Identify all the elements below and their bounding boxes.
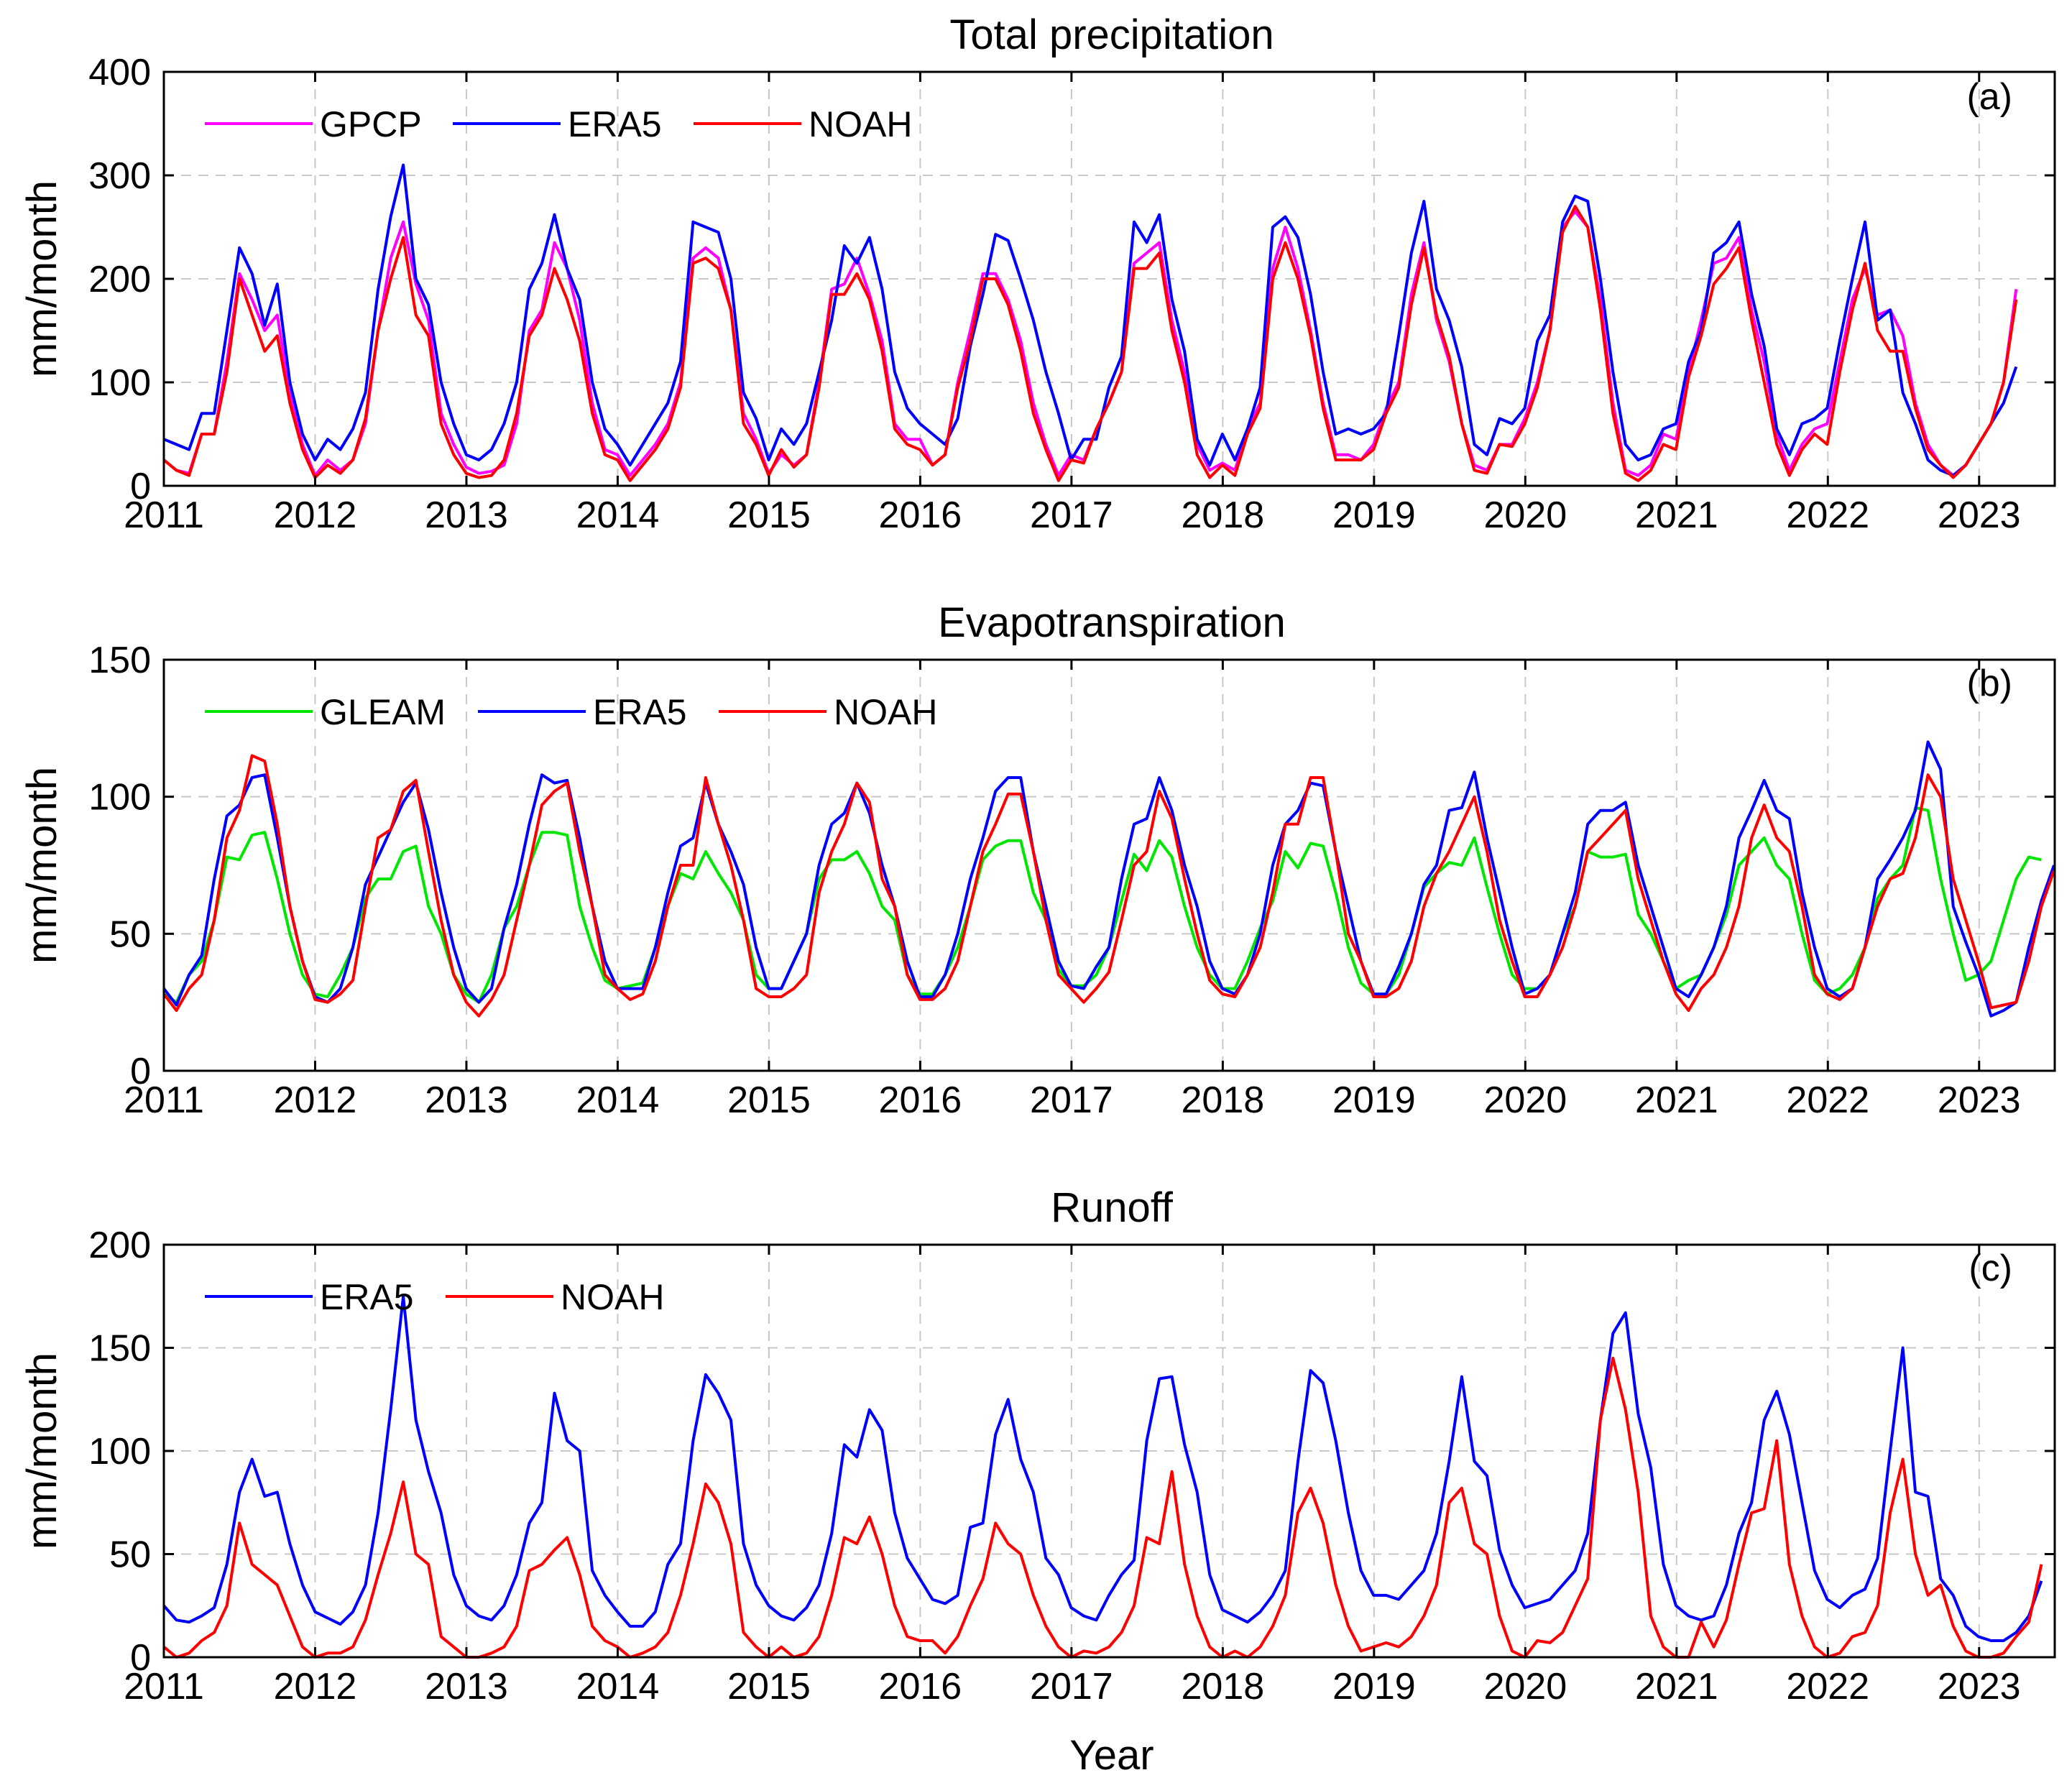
x-tick-label: 2022 — [1786, 1079, 1869, 1121]
y-axis-label: mm/month — [19, 1352, 65, 1549]
legend-label-era5: ERA5 — [568, 104, 662, 144]
y-tick-label: 300 — [88, 155, 151, 197]
y-tick-label: 50 — [109, 1534, 151, 1576]
chart-title: Evapotranspiration — [938, 599, 1286, 646]
x-tick-label: 2023 — [1938, 1079, 2021, 1121]
x-tick-label: 2018 — [1182, 1666, 1265, 1708]
x-tick-label: 2013 — [425, 494, 508, 536]
legend-label-gleam: GLEAM — [320, 692, 446, 732]
x-tick-label: 2018 — [1182, 1079, 1265, 1121]
x-tick-label: 2015 — [727, 1079, 811, 1121]
panel-total-precipitation: Total precipitation 2011 2012 2013 2014 2015… — [19, 11, 2056, 536]
legend-label-era5: ERA5 — [593, 692, 687, 732]
legend-label-noah: NOAH — [809, 104, 912, 144]
x-tick-label: 2011 — [124, 494, 204, 536]
series-line-gleam — [162, 806, 2042, 1004]
series-line-noah — [162, 1356, 2043, 1659]
x-tick-label: 2017 — [1030, 1666, 1113, 1708]
y-tick-label: 0 — [130, 1051, 151, 1092]
x-tick-label: 2012 — [274, 1666, 357, 1708]
x-tick-label: 2013 — [425, 1079, 508, 1121]
x-tick-label: 2019 — [1332, 1666, 1416, 1708]
x-tick-label: 2015 — [727, 494, 811, 536]
x-tick-label: 2020 — [1483, 494, 1567, 536]
x-tick-label: 2019 — [1332, 1079, 1416, 1121]
y-tick-label: 50 — [109, 913, 151, 955]
x-tick-label: 2023 — [1938, 1666, 2021, 1708]
y-axis-label: mm/month — [19, 180, 65, 377]
panel-runoff: Runoff 2011 2012 2013 2014 2015 2016 2017 2018 2… — [19, 1184, 2056, 1708]
y-tick-label: 200 — [88, 259, 151, 300]
series-line-era5 — [162, 740, 2055, 1018]
x-tick-label: 2016 — [879, 1666, 962, 1708]
panel-tag: (a) — [1966, 76, 2012, 118]
x-tick-label: 2014 — [576, 1666, 660, 1708]
x-tick-label: 2017 — [1030, 494, 1113, 536]
y-tick-label: 100 — [88, 777, 151, 819]
x-tick-label: 2014 — [576, 1079, 660, 1121]
legend-label-noah: NOAH — [834, 692, 937, 732]
x-tick-label: 2015 — [727, 1666, 811, 1708]
x-tick-label: 2017 — [1030, 1079, 1113, 1121]
x-tick-label: 2020 — [1483, 1079, 1567, 1121]
panel-tag: (b) — [1966, 663, 2012, 704]
series-line-era5 — [163, 163, 2018, 477]
series-line-noah — [162, 754, 2055, 1018]
y-axis-label: mm/month — [19, 767, 65, 964]
y-tick-label: 0 — [130, 1637, 151, 1679]
y-tick-label: 100 — [88, 1431, 151, 1473]
series-line-noah — [162, 205, 2018, 482]
x-axis-label: Year — [1069, 1732, 1154, 1779]
panel-evapotranspiration: Evapotranspiration 2011 2012 2013 2014 2015 2… — [19, 599, 2056, 1121]
x-tick-label: 2012 — [274, 1079, 357, 1121]
x-tick-label: 2013 — [425, 1666, 508, 1708]
x-tick-label: 2022 — [1786, 1666, 1869, 1708]
x-tick-label: 2021 — [1635, 494, 1718, 536]
x-tick-label: 2019 — [1332, 494, 1416, 536]
y-tick-label: 0 — [130, 466, 151, 507]
x-tick-label: 2014 — [576, 494, 660, 536]
x-tick-label: 2023 — [1938, 494, 2021, 536]
chart-title: Runoff — [1051, 1184, 1174, 1231]
y-tick-label: 150 — [88, 1328, 151, 1370]
x-tick-label: 2011 — [124, 1079, 204, 1121]
legend-label-gpcp: GPCP — [320, 104, 422, 144]
legend-label-era5: ERA5 — [320, 1277, 414, 1317]
y-tick-label: 150 — [88, 640, 151, 681]
y-tick-label: 200 — [88, 1225, 151, 1266]
x-tick-label: 2018 — [1182, 494, 1265, 536]
chart-title: Total precipitation — [949, 11, 1274, 58]
x-tick-label: 2011 — [124, 1666, 204, 1708]
x-tick-label: 2016 — [879, 494, 962, 536]
x-tick-label: 2022 — [1786, 494, 1869, 536]
x-tick-label: 2020 — [1483, 1666, 1567, 1708]
x-tick-label: 2012 — [274, 494, 357, 536]
x-tick-label: 2021 — [1635, 1079, 1718, 1121]
series-line-era5 — [162, 1294, 2043, 1642]
y-tick-label: 400 — [88, 52, 151, 93]
x-tick-label: 2016 — [879, 1079, 962, 1121]
panel-tag: (c) — [1969, 1248, 2012, 1289]
plot-frame — [162, 658, 2056, 1072]
legend-label-noah: NOAH — [561, 1277, 664, 1317]
x-tick-label: 2021 — [1635, 1666, 1718, 1708]
y-tick-label: 100 — [88, 362, 151, 404]
